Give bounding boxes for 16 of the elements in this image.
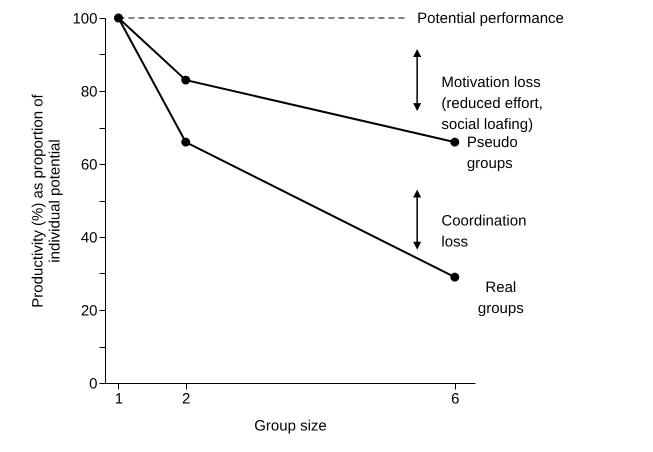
x-tick-label: 1 bbox=[114, 390, 124, 408]
y-tick-label: 20 bbox=[80, 302, 98, 320]
y-tick-label: 100 bbox=[72, 10, 98, 28]
y-axis-title: Productivity (%) as proportion of individual potential bbox=[29, 93, 64, 308]
annotation: Coordination loss bbox=[441, 212, 526, 251]
series-label: Pseudo groups bbox=[466, 134, 518, 172]
annotation: Motivation loss (reduced effort, social loafing) bbox=[441, 74, 543, 133]
y-tick-label: 40 bbox=[80, 230, 98, 246]
series-label: Real groups bbox=[478, 279, 524, 318]
ref-line-label: Potential performance bbox=[417, 10, 564, 27]
y-tick-label: 60 bbox=[80, 156, 98, 174]
y-tick-label: 80 bbox=[80, 84, 98, 100]
x-axis-title: Group size bbox=[254, 418, 327, 434]
x-tick-label: 2 bbox=[182, 390, 190, 408]
y-tick-label: 0 bbox=[89, 376, 98, 392]
x-tick-label: 6 bbox=[451, 390, 460, 408]
